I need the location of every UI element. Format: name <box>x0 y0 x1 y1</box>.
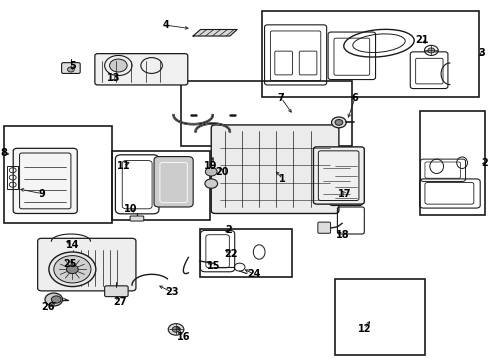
Text: 26: 26 <box>41 302 55 312</box>
Text: 17: 17 <box>337 189 351 199</box>
Text: 12: 12 <box>357 324 370 334</box>
FancyBboxPatch shape <box>130 216 143 221</box>
FancyBboxPatch shape <box>160 162 187 203</box>
Text: 11: 11 <box>116 161 130 171</box>
Text: 19: 19 <box>203 161 217 171</box>
Bar <box>334 279 425 355</box>
Text: 6: 6 <box>351 93 358 103</box>
Circle shape <box>45 293 62 306</box>
Text: 9: 9 <box>39 189 45 199</box>
Bar <box>419 111 484 215</box>
FancyBboxPatch shape <box>95 54 187 85</box>
Circle shape <box>205 167 217 176</box>
Text: 2: 2 <box>225 225 232 235</box>
Text: 16: 16 <box>176 332 190 342</box>
Text: 5: 5 <box>69 60 76 71</box>
Circle shape <box>66 265 78 274</box>
Circle shape <box>204 179 217 188</box>
Text: 22: 22 <box>224 249 238 259</box>
FancyBboxPatch shape <box>154 157 193 207</box>
Text: 24: 24 <box>247 269 261 279</box>
Bar <box>4 126 112 223</box>
Circle shape <box>51 296 61 303</box>
FancyBboxPatch shape <box>211 125 338 213</box>
Polygon shape <box>193 30 237 36</box>
Text: 13: 13 <box>106 73 120 84</box>
Text: 15: 15 <box>207 261 221 271</box>
Circle shape <box>49 252 96 287</box>
FancyBboxPatch shape <box>313 147 364 204</box>
Text: 4: 4 <box>163 20 169 30</box>
Bar <box>261 11 478 97</box>
Circle shape <box>54 256 91 283</box>
Bar <box>7 166 18 189</box>
Circle shape <box>168 324 183 335</box>
Text: 25: 25 <box>63 258 77 269</box>
FancyBboxPatch shape <box>104 286 128 297</box>
Text: 27: 27 <box>113 297 126 307</box>
Circle shape <box>334 120 342 125</box>
Text: 14: 14 <box>65 240 79 250</box>
Text: 8: 8 <box>0 148 7 158</box>
FancyBboxPatch shape <box>329 151 362 206</box>
FancyBboxPatch shape <box>61 63 80 73</box>
Text: 18: 18 <box>335 230 348 240</box>
Text: 23: 23 <box>165 287 179 297</box>
Text: 3: 3 <box>478 48 485 58</box>
Bar <box>199 229 292 277</box>
Text: 7: 7 <box>277 93 284 103</box>
FancyBboxPatch shape <box>38 238 136 291</box>
Circle shape <box>427 48 434 53</box>
Circle shape <box>331 117 346 128</box>
Bar <box>112 151 210 220</box>
Text: 2: 2 <box>481 158 488 168</box>
Text: 10: 10 <box>124 204 138 214</box>
Circle shape <box>67 67 74 72</box>
Text: 20: 20 <box>214 167 228 177</box>
Circle shape <box>109 59 127 72</box>
FancyBboxPatch shape <box>13 148 77 213</box>
FancyBboxPatch shape <box>317 222 330 233</box>
Bar <box>181 81 351 146</box>
Text: 1: 1 <box>279 174 285 184</box>
Text: 21: 21 <box>414 35 427 45</box>
Circle shape <box>172 327 180 332</box>
